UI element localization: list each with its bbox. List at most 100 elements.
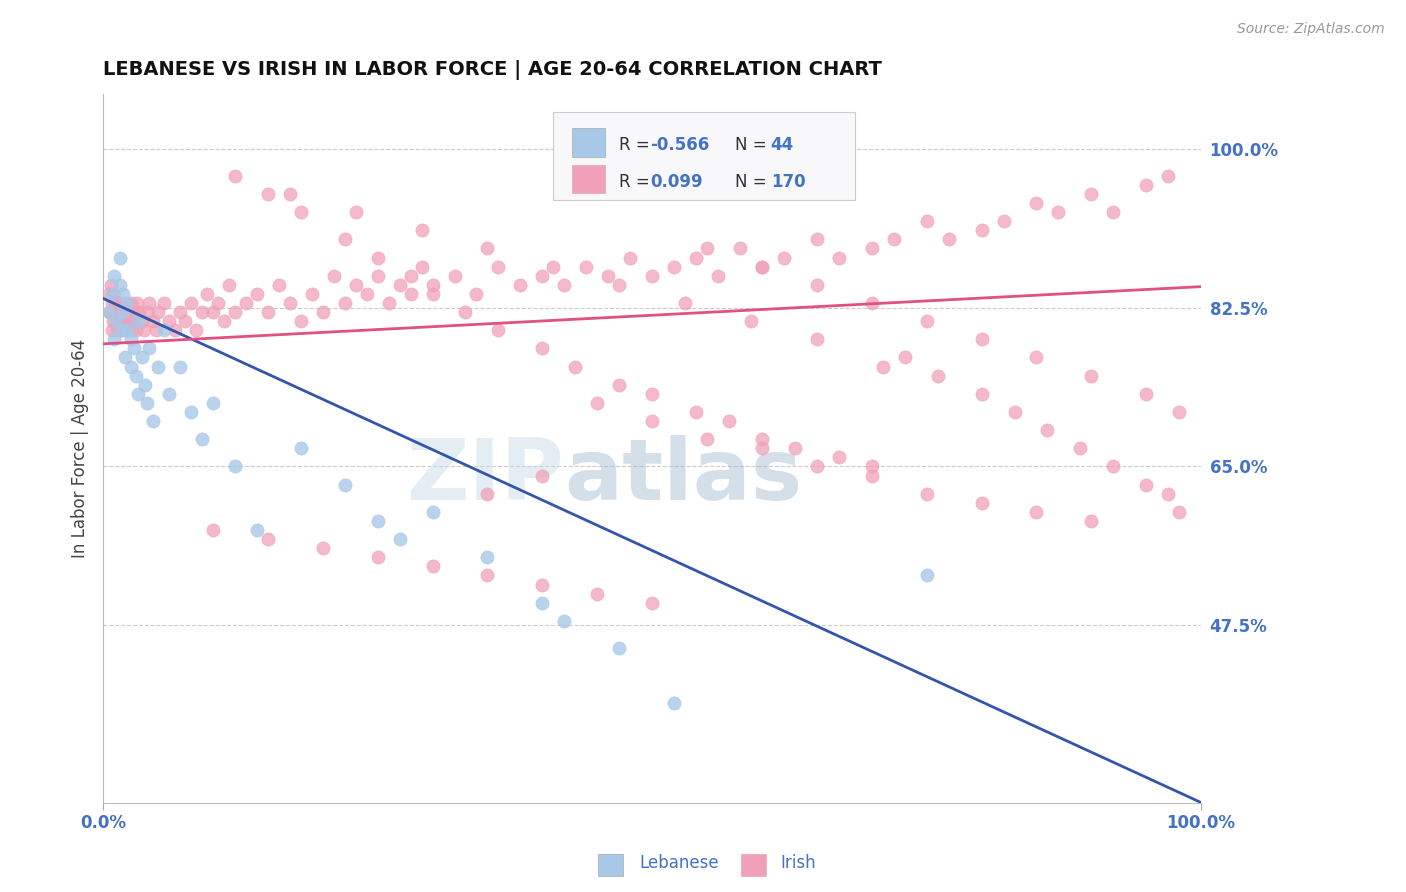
- Point: [301, 286, 323, 301]
- Point: [488, 260, 510, 274]
- Point: [422, 505, 444, 519]
- Point: [367, 514, 389, 528]
- Point: [128, 305, 150, 319]
- Point: [970, 332, 993, 346]
- Point: [121, 323, 143, 337]
- Point: [1080, 368, 1102, 383]
- Point: [333, 296, 356, 310]
- Point: [146, 305, 169, 319]
- Point: [477, 487, 499, 501]
- Point: [112, 323, 135, 337]
- Point: [883, 232, 905, 246]
- Point: [641, 596, 664, 610]
- Point: [114, 305, 136, 319]
- Point: [117, 296, 139, 310]
- Point: [131, 314, 153, 328]
- Point: [157, 314, 180, 328]
- Point: [333, 477, 356, 491]
- Point: [607, 641, 630, 656]
- Point: [125, 323, 148, 337]
- Point: [290, 314, 312, 328]
- Point: [120, 332, 142, 346]
- Point: [134, 377, 156, 392]
- Point: [598, 268, 620, 283]
- Point: [872, 359, 894, 374]
- Point: [191, 432, 214, 446]
- Point: [246, 523, 269, 537]
- Point: [860, 296, 883, 310]
- Point: [970, 386, 993, 401]
- Point: [108, 251, 131, 265]
- Point: [531, 468, 554, 483]
- Point: [111, 305, 134, 319]
- Point: [110, 323, 132, 337]
- Point: [993, 214, 1015, 228]
- Point: [256, 186, 278, 201]
- Text: atlas: atlas: [564, 435, 803, 518]
- Point: [224, 459, 246, 474]
- Point: [97, 305, 120, 319]
- Point: [107, 323, 129, 337]
- Point: [121, 305, 143, 319]
- Point: [399, 286, 422, 301]
- Point: [138, 342, 160, 356]
- Point: [509, 277, 531, 292]
- Point: [145, 323, 167, 337]
- Point: [1080, 514, 1102, 528]
- Point: [553, 614, 575, 628]
- Point: [586, 396, 609, 410]
- Point: [111, 286, 134, 301]
- Point: [235, 296, 257, 310]
- Point: [218, 277, 240, 292]
- Y-axis label: In Labor Force | Age 20-64: In Labor Force | Age 20-64: [72, 339, 89, 558]
- Point: [191, 305, 214, 319]
- Point: [256, 305, 278, 319]
- Point: [1102, 459, 1125, 474]
- Point: [108, 314, 131, 328]
- Point: [718, 414, 741, 428]
- Point: [344, 205, 367, 219]
- Point: [641, 268, 664, 283]
- Point: [751, 432, 773, 446]
- Point: [256, 532, 278, 546]
- Point: [860, 468, 883, 483]
- Point: [696, 432, 718, 446]
- Point: [388, 532, 411, 546]
- Point: [267, 277, 290, 292]
- Point: [114, 351, 136, 365]
- Point: [893, 351, 915, 365]
- Point: [1135, 178, 1157, 192]
- Point: [174, 314, 197, 328]
- Point: [278, 186, 301, 201]
- Point: [1004, 405, 1026, 419]
- Point: [773, 251, 796, 265]
- Point: [138, 296, 160, 310]
- Point: [915, 214, 938, 228]
- Point: [201, 396, 224, 410]
- Point: [488, 323, 510, 337]
- Point: [411, 260, 433, 274]
- Point: [103, 305, 125, 319]
- Point: [356, 286, 378, 301]
- Text: Source: ZipAtlas.com: Source: ZipAtlas.com: [1237, 22, 1385, 37]
- Point: [180, 405, 202, 419]
- Text: -0.566: -0.566: [650, 136, 709, 154]
- Point: [915, 487, 938, 501]
- Point: [388, 277, 411, 292]
- Point: [169, 359, 191, 374]
- Point: [806, 277, 828, 292]
- Point: [1025, 351, 1047, 365]
- Point: [411, 223, 433, 237]
- Point: [927, 368, 949, 383]
- Point: [101, 286, 124, 301]
- Text: 44: 44: [770, 136, 794, 154]
- Point: [100, 277, 122, 292]
- Point: [367, 251, 389, 265]
- Point: [117, 305, 139, 319]
- Point: [673, 296, 696, 310]
- Point: [477, 568, 499, 582]
- Point: [662, 696, 685, 710]
- Point: [367, 550, 389, 565]
- Point: [207, 296, 229, 310]
- Text: Irish: Irish: [780, 855, 815, 872]
